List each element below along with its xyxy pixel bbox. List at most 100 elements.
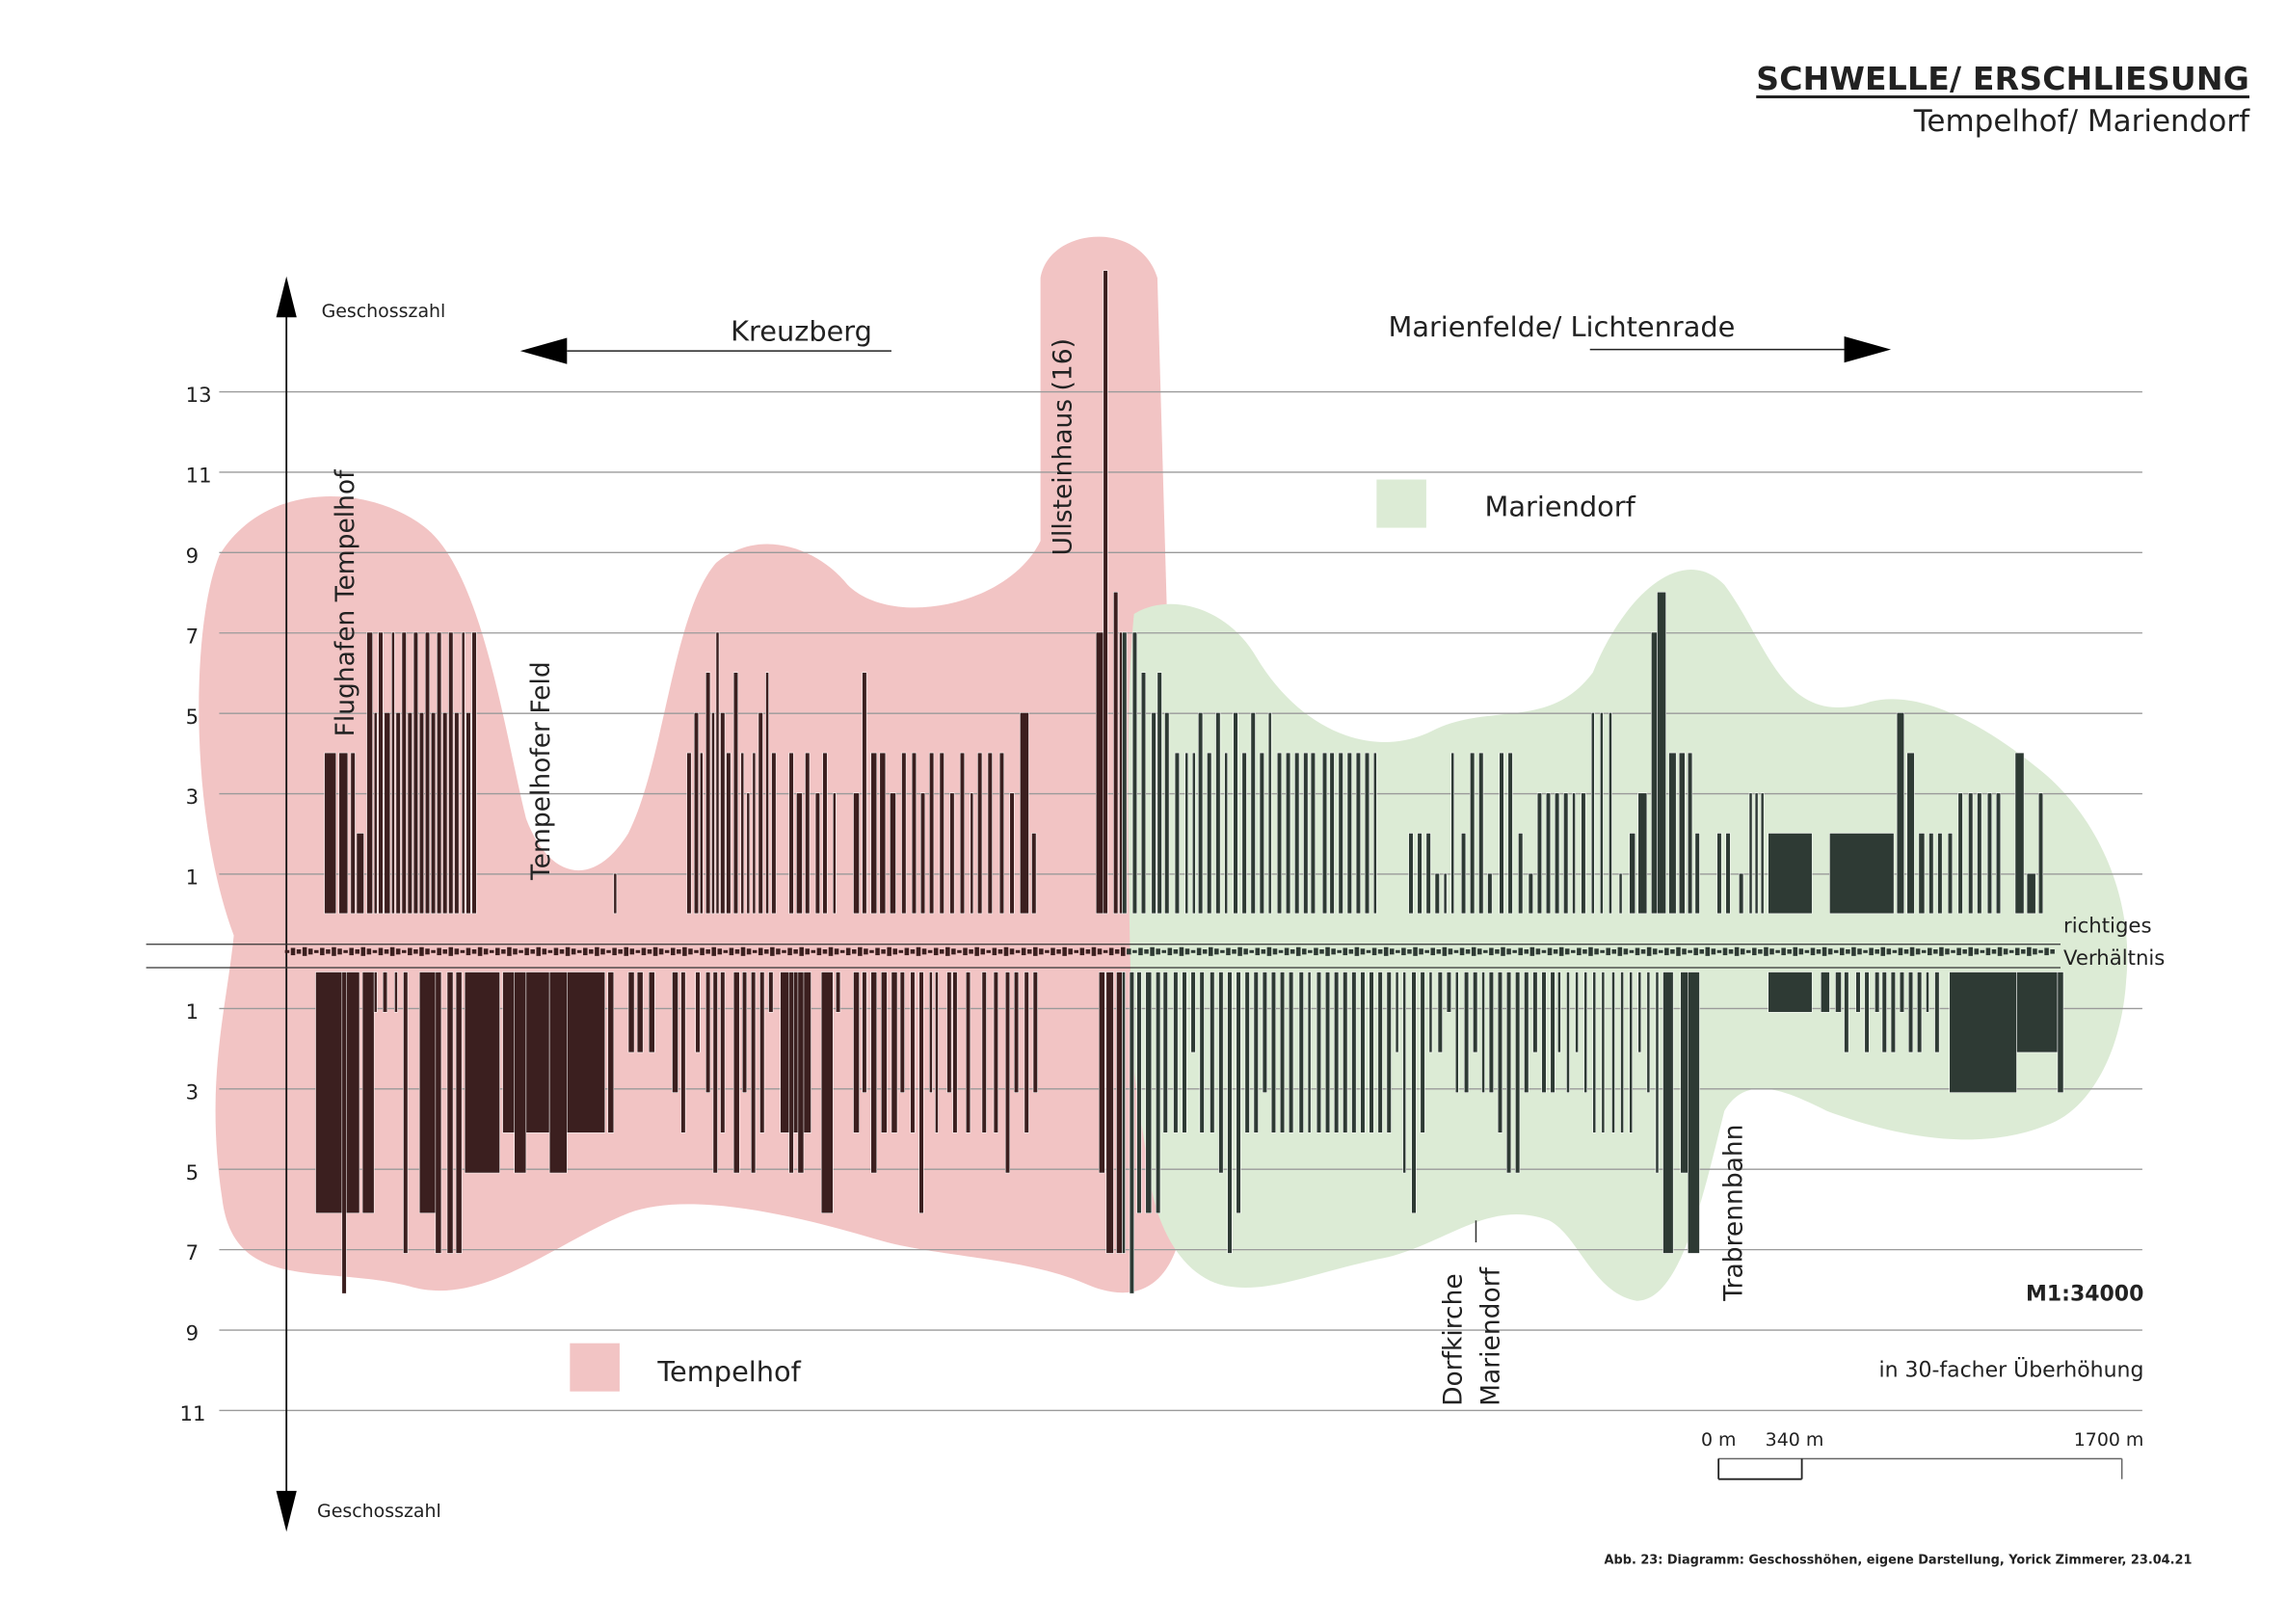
north-bar: [1250, 712, 1256, 915]
baseline-tick: [927, 949, 933, 953]
baseline-tick: [553, 947, 559, 956]
baseline-tick: [1319, 949, 1324, 954]
baseline-tick: [811, 949, 816, 953]
baseline-tick: [1348, 949, 1354, 954]
north-bar: [693, 712, 700, 915]
north-bar: [461, 631, 465, 915]
baseline-tick: [1582, 949, 1587, 954]
baseline-tick: [758, 947, 763, 956]
north-bar: [395, 712, 401, 915]
south-bar: [1611, 972, 1615, 1133]
baseline-tick: [1640, 949, 1646, 954]
baseline-tick: [1898, 947, 1903, 956]
axis-note-1: richtiges: [2063, 915, 2152, 939]
baseline-tick: [1354, 946, 1360, 956]
baseline-tick: [1476, 948, 1482, 955]
south-bar: [1369, 972, 1374, 1133]
baseline-tick: [1880, 946, 1886, 956]
south-bar: [910, 972, 916, 1133]
baseline-tick: [916, 946, 921, 956]
south-bar: [525, 972, 550, 1133]
south-bar: [1601, 972, 1606, 1133]
south-bar: [1262, 972, 1267, 1093]
baseline-tick: [1652, 948, 1658, 955]
south-bar: [1253, 972, 1259, 1133]
label-marienfelde: Marienfelde/ Lichtenrade: [1388, 310, 1735, 343]
north-bar: [418, 712, 424, 915]
south-bar: [607, 972, 615, 1133]
tempelhof-blob: [199, 236, 1187, 1293]
baseline-tick: [869, 949, 874, 953]
north-bar: [1725, 833, 1731, 915]
south-bar: [993, 972, 998, 1133]
direction-right: Marienfelde/ Lichtenrade: [1388, 310, 1892, 363]
north-bar: [853, 792, 860, 915]
baseline-tick: [904, 947, 910, 956]
north-bar: [1651, 631, 1658, 915]
north-bar: [1103, 270, 1108, 915]
south-bar: [648, 972, 655, 1053]
south-bar: [1835, 972, 1842, 1013]
south-bar: [946, 972, 952, 1093]
baseline-tick: [1745, 949, 1751, 953]
baseline-tick: [799, 946, 804, 956]
baseline-tick: [332, 946, 336, 956]
north-bar: [1434, 872, 1440, 915]
baseline-tick: [834, 948, 839, 955]
south-bar: [1662, 972, 1674, 1254]
north-bar: [1122, 631, 1128, 915]
baseline-tick: [1886, 948, 1892, 955]
baseline-tick: [921, 948, 927, 955]
south-bar: [966, 972, 971, 1133]
south-bar: [455, 972, 463, 1254]
baseline-tick: [1980, 949, 1985, 953]
south-bar: [1592, 972, 1597, 1133]
baseline-tick: [1243, 948, 1248, 955]
baseline-tick: [881, 949, 886, 954]
north-bar: [1536, 792, 1542, 915]
baseline-tick: [629, 948, 635, 955]
north-bar: [1207, 752, 1212, 915]
south-bar: [1575, 972, 1579, 1053]
north-bar: [1478, 752, 1484, 915]
north-bar: [1020, 712, 1029, 915]
baseline-tick: [1711, 948, 1716, 955]
baseline-tick: [892, 948, 898, 955]
baseline-tick: [1343, 947, 1348, 956]
baseline-tick: [969, 949, 973, 954]
north-bar: [448, 631, 454, 915]
north-bar: [1470, 752, 1476, 915]
baseline-tick: [1196, 947, 1202, 956]
baseline-tick: [1535, 948, 1541, 955]
baseline-tick: [740, 946, 746, 956]
north-bar: [391, 631, 395, 915]
north-bar: [437, 631, 442, 915]
south-bar: [1377, 972, 1383, 1133]
baseline-tick: [296, 949, 302, 954]
baseline-tick: [1465, 949, 1471, 954]
baseline-tick: [705, 949, 710, 954]
south-bar: [1334, 972, 1340, 1133]
south-bar: [627, 972, 635, 1053]
south-bar: [1428, 972, 1433, 1053]
baseline-tick: [1173, 949, 1179, 954]
north-bar: [758, 712, 763, 915]
baseline-tick: [1295, 946, 1301, 956]
ytick-7: 7: [186, 625, 199, 649]
baseline-tick: [641, 947, 647, 956]
baseline-tick: [2008, 949, 2014, 953]
south-bar: [1688, 972, 1700, 1254]
baseline-tick: [1716, 949, 1722, 953]
north-bar: [686, 752, 692, 915]
baseline-tick: [1407, 949, 1412, 954]
baseline-tick: [939, 949, 944, 954]
south-bar: [1402, 972, 1406, 1174]
north-bar: [1338, 752, 1343, 915]
legend-label-mariendorf: Mariendorf: [1485, 490, 1636, 522]
north-bar: [613, 872, 618, 915]
south-bar: [1218, 972, 1224, 1174]
north-bar: [1918, 833, 1926, 915]
baseline-tick: [1021, 947, 1026, 956]
baseline-tick: [1337, 949, 1342, 953]
south-bar: [862, 972, 867, 1093]
